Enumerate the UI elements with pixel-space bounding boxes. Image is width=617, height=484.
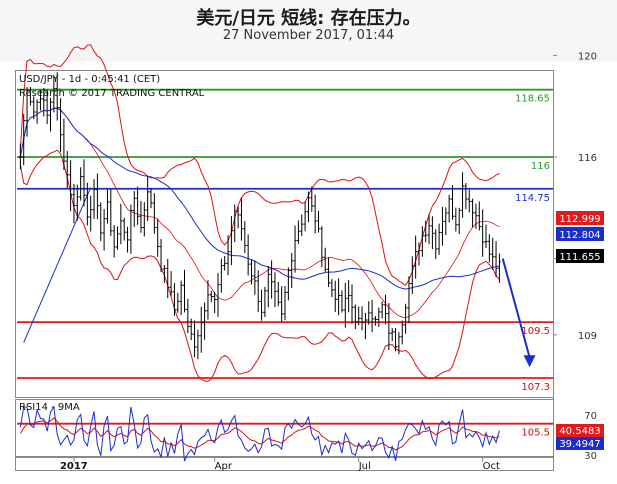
rsi-line: [19, 405, 500, 462]
rsi-badge-label: 40.5483: [559, 426, 600, 437]
level-label: 105.5: [521, 428, 550, 439]
x-axis-strip: [15, 457, 554, 471]
bollinger-mid: [20, 107, 500, 319]
level-label: 109.5: [521, 326, 550, 337]
copyright-label: Research © 2017 TRADING CENTRAL: [19, 88, 205, 99]
forecast-arrow: [501, 258, 531, 358]
rsi-ma-line: [19, 417, 500, 451]
y-tick-label: 116: [578, 153, 597, 164]
trend-line: [23, 187, 92, 343]
rsi-badge: [556, 437, 604, 450]
report-title: 美元/日元 短线: 存在压力。: [196, 8, 421, 29]
moving-average-line: [19, 107, 500, 290]
rsi-badge-label: 39.4947: [559, 439, 600, 450]
price-badge: [556, 249, 604, 263]
rsi-label: RSI14 - 9MA: [19, 402, 80, 413]
price-badge-label: 112.999: [559, 214, 600, 225]
candles-layer: [18, 72, 536, 368]
report-header: 美元/日元 短线: 存在压力。 27 November 2017, 01:44: [0, 0, 617, 62]
forecast-arrowhead: [523, 355, 536, 368]
level-label: 107.3: [521, 382, 550, 393]
x-tick-label: 2017: [60, 461, 88, 472]
levels-layer: 118.65 116 114.75 109.5 107.3 105.5: [17, 88, 553, 439]
x-tick-label: Oct: [483, 461, 500, 472]
price-badge: [556, 227, 604, 241]
price-badge: [556, 211, 604, 225]
y-tick-label: 109: [578, 331, 597, 342]
instrument-label: USD/JPY - 1d - 0:45:41 (CET): [19, 74, 160, 85]
badges-layer: 112.999 112.804 111.655 40.5483 39.4947: [556, 211, 604, 450]
bollinger-lower: [19, 149, 500, 382]
rsi-layer: [19, 405, 500, 462]
x-tick-label: Jul: [358, 461, 371, 472]
price-badge-label: 111.655: [559, 252, 600, 263]
level-label: 114.75: [515, 193, 550, 204]
bollinger-upper: [19, 44, 500, 287]
bands-layer: [19, 44, 500, 382]
rsi-badge: [556, 424, 604, 437]
x-tick-label: Apr: [215, 461, 233, 472]
level-label: 118.65: [515, 94, 550, 105]
report-date: 27 November 2017, 01:44: [222, 28, 395, 43]
rsi-tick-label: 70: [584, 411, 597, 422]
main-panel: [15, 70, 554, 398]
y-tick-label: 120: [578, 51, 597, 62]
level-label: 116: [531, 161, 550, 172]
rsi-tick-label: 30: [584, 451, 597, 462]
price-badge-label: 112.804: [559, 230, 600, 241]
